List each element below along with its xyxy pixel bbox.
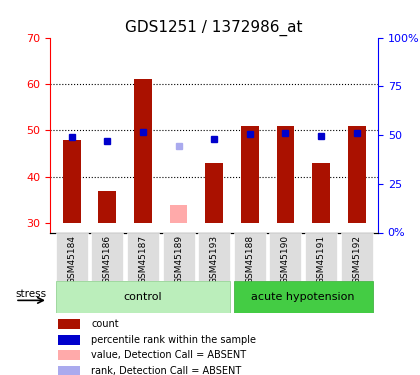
Text: rank, Detection Call = ABSENT: rank, Detection Call = ABSENT	[91, 366, 242, 375]
FancyBboxPatch shape	[269, 232, 302, 281]
Text: GSM45188: GSM45188	[245, 235, 254, 284]
Text: GSM45184: GSM45184	[67, 235, 76, 284]
Text: acute hypotension: acute hypotension	[252, 292, 355, 302]
Bar	[205, 163, 223, 223]
Text: GSM45189: GSM45189	[174, 235, 183, 284]
Text: GSM45193: GSM45193	[210, 235, 219, 284]
Text: count: count	[91, 319, 119, 329]
Text: GSM45192: GSM45192	[352, 235, 361, 284]
Bar	[348, 126, 365, 223]
FancyBboxPatch shape	[92, 232, 123, 281]
FancyBboxPatch shape	[234, 281, 373, 313]
Text: GSM45187: GSM45187	[139, 235, 147, 284]
FancyBboxPatch shape	[198, 232, 230, 281]
Text: GSM45191: GSM45191	[317, 235, 326, 284]
Bar	[58, 366, 80, 375]
Text: percentile rank within the sample: percentile rank within the sample	[91, 335, 256, 345]
Title: GDS1251 / 1372986_at: GDS1251 / 1372986_at	[126, 20, 303, 36]
Bar	[58, 320, 80, 329]
Text: stress: stress	[15, 289, 46, 299]
Bar	[63, 140, 81, 223]
Text: GSM45186: GSM45186	[103, 235, 112, 284]
Bar	[134, 79, 152, 223]
Text: control: control	[123, 292, 162, 302]
Bar	[170, 205, 187, 223]
FancyBboxPatch shape	[127, 232, 159, 281]
FancyBboxPatch shape	[163, 232, 194, 281]
FancyBboxPatch shape	[341, 232, 373, 281]
FancyBboxPatch shape	[56, 281, 230, 313]
Text: value, Detection Call = ABSENT: value, Detection Call = ABSENT	[91, 350, 246, 360]
FancyBboxPatch shape	[305, 232, 337, 281]
Bar	[58, 350, 80, 360]
Bar	[58, 335, 80, 345]
FancyBboxPatch shape	[234, 232, 266, 281]
Bar	[98, 191, 116, 223]
Bar	[241, 126, 259, 223]
Bar	[276, 126, 294, 223]
Bar	[312, 163, 330, 223]
Text: GSM45190: GSM45190	[281, 235, 290, 284]
FancyBboxPatch shape	[56, 232, 88, 281]
